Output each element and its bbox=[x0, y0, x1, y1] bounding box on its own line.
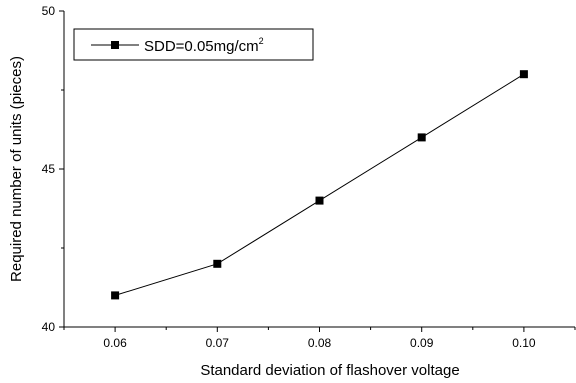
data-point-marker bbox=[519, 70, 528, 79]
y-tick-label: 45 bbox=[42, 162, 56, 176]
x-axis-title: Standard deviation of flashover voltage bbox=[200, 362, 459, 379]
x-tick-label: 0.07 bbox=[206, 336, 230, 350]
legend-entry-superscript: 2 bbox=[259, 36, 264, 46]
series-line bbox=[114, 73, 525, 296]
data-point-marker bbox=[315, 196, 324, 205]
y-axis-title: Required number of units (pieces) bbox=[8, 56, 25, 282]
x-tick-label: 0.10 bbox=[512, 336, 536, 350]
data-point-marker bbox=[111, 291, 120, 300]
series bbox=[111, 70, 528, 300]
ticks: 0.06 0.07 0.08 0.09 0.10 40 45 50 bbox=[42, 4, 576, 350]
x-tick-label: 0.08 bbox=[308, 336, 332, 350]
data-point-marker bbox=[213, 259, 222, 268]
x-tick-label: 0.06 bbox=[103, 336, 127, 350]
legend: SDD=0.05mg/cm2 bbox=[73, 28, 314, 61]
legend-marker-square bbox=[111, 41, 119, 49]
y-tick-label: 50 bbox=[42, 4, 56, 18]
legend-entry-label: SDD=0.05mg/cm bbox=[144, 38, 259, 55]
y-tick-label: 40 bbox=[42, 320, 56, 334]
x-tick-label: 0.09 bbox=[410, 336, 434, 350]
data-point-marker bbox=[417, 133, 426, 142]
legend-entry: SDD=0.05mg/cm2 bbox=[144, 36, 264, 55]
